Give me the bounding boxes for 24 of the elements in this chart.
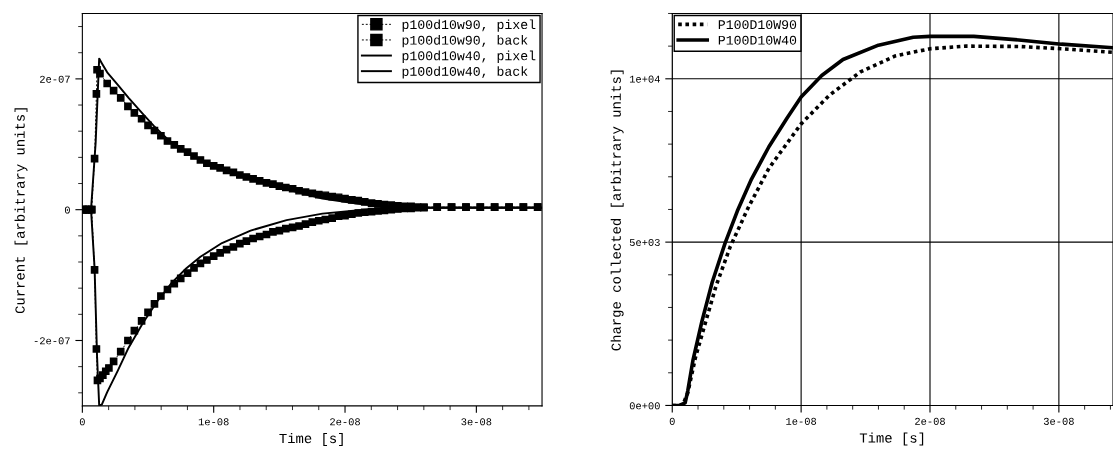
x-tick-label: 0 bbox=[669, 417, 675, 425]
y-tick-label: 2e-07 bbox=[40, 75, 70, 83]
x-tick-label: 3e-08 bbox=[461, 418, 492, 426]
x-tick-label: 3e-08 bbox=[1043, 417, 1074, 425]
y-axis-title: Charge collected [arbitrary units] bbox=[610, 70, 624, 351]
y-tick-label: 0e+00 bbox=[629, 402, 660, 410]
x-tick-label: 2e-08 bbox=[915, 417, 945, 425]
y-axis-title: Current [arbitrary units] bbox=[14, 108, 28, 314]
legend-label: p100d10w40, pixel bbox=[402, 50, 536, 63]
x-tick-label: 1e-08 bbox=[786, 417, 817, 425]
legend-label: p100d10w90, back bbox=[402, 35, 528, 48]
legend-label: P100D10W40 bbox=[718, 35, 797, 45]
x-axis-title: Time [s] bbox=[859, 432, 924, 446]
x-tick-label: 2e-08 bbox=[330, 418, 360, 426]
y-tick-label: -2e-07 bbox=[34, 337, 70, 345]
legend-label: p100d10w90, pixel bbox=[402, 19, 536, 32]
x-tick-label: 1e-08 bbox=[198, 418, 229, 426]
legend-label: P100D10W90 bbox=[718, 20, 797, 30]
x-tick-label: 0 bbox=[79, 418, 85, 426]
legend-label: p100d10w40, back bbox=[402, 66, 528, 79]
y-tick-label: 1e+04 bbox=[629, 75, 660, 83]
y-tick-label: 5e+03 bbox=[629, 238, 660, 246]
x-axis-title: Time [s] bbox=[279, 432, 343, 446]
y-tick-label: 0 bbox=[64, 206, 70, 214]
